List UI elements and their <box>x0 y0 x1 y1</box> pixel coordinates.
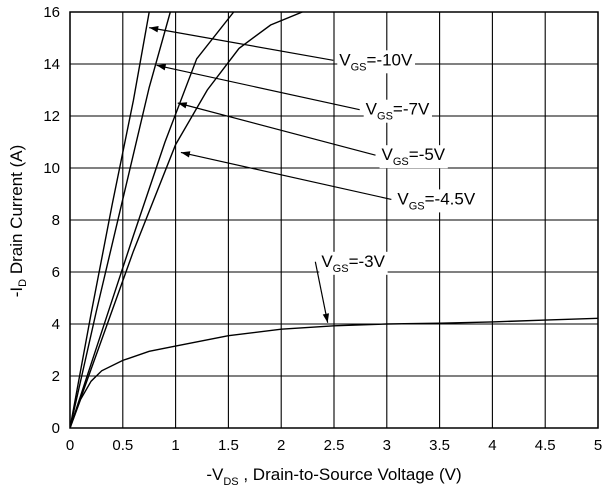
series-label-arrowhead-0 <box>149 26 159 33</box>
series-line-3 <box>70 12 303 428</box>
series-label-bg-4 <box>319 251 388 275</box>
x-axis-title-rest: , Drain-to-Source Voltage (V) <box>239 465 462 484</box>
series-label-1: VGS=-7V <box>366 100 430 123</box>
x-tick-label: 0.5 <box>112 437 133 454</box>
x-axis-title: -VDS , Drain-to-Source Voltage (V) <box>206 465 461 488</box>
x-tick-label: 5 <box>594 437 602 454</box>
series-label-leader-0 <box>149 27 334 61</box>
grid <box>69 11 599 429</box>
y-tick-label: 6 <box>52 264 60 281</box>
x-tick-label: 2 <box>277 437 285 454</box>
y-tick-label: 0 <box>52 420 60 437</box>
plot-frame <box>69 11 599 429</box>
series-label-leader-3 <box>180 151 392 200</box>
series-label-bg-1 <box>363 99 432 123</box>
y-tick-label: 8 <box>52 212 60 229</box>
y-tick-label: 14 <box>43 56 60 73</box>
series-label-bg-0 <box>337 50 416 74</box>
series-label-arrowhead-4 <box>322 313 330 323</box>
x-tick-label: 4 <box>488 437 496 454</box>
x-tick-label: 0 <box>66 437 74 454</box>
x-tick-label: 4.5 <box>535 437 556 454</box>
series-label-0: VGS=-10V <box>339 50 413 73</box>
series-label-4: VGS=-3V <box>321 252 385 275</box>
tick-labels: 0 0.5 1 1.5 2 2.5 3 3.5 4 4.5 5 0 2 4 6 8 10 12 14 16 <box>43 4 602 454</box>
x-tick-label: 1 <box>171 437 179 454</box>
y-tick-label: 2 <box>52 368 60 385</box>
x-tick-label: 3.5 <box>429 437 450 454</box>
series-label-arrowhead-2 <box>177 102 188 109</box>
x-tick-label: 2.5 <box>324 437 345 454</box>
series-label-3: VGS=-4.5V <box>397 189 475 212</box>
y-tick-label: 10 <box>43 160 60 177</box>
series-label-leader-1 <box>156 64 360 111</box>
y-axis-title-rest: Drain Current (A) <box>7 145 26 279</box>
y-axis-title-sub: D <box>17 279 29 287</box>
series-line-1 <box>70 12 171 428</box>
series-label-bg-3 <box>395 189 478 213</box>
series-line-4 <box>70 317 598 428</box>
series-line-2 <box>70 12 235 428</box>
y-tick-label: 16 <box>43 4 60 21</box>
series-label-arrowhead-1 <box>156 64 167 71</box>
series-label-arrowhead-3 <box>180 151 191 158</box>
y-tick-label: 12 <box>43 108 60 125</box>
y-axis-title-prefix: -I <box>7 287 26 297</box>
series-line-0 <box>70 12 150 428</box>
curves <box>70 12 598 428</box>
x-axis-title-sub: DS <box>223 476 238 488</box>
series-label-leader-2 <box>177 102 376 156</box>
annotations: VGS=-10V VGS=-7V VGS=-5V VGS=-4.5V VGS=-3V <box>149 26 478 323</box>
x-axis-title-prefix: -V <box>206 465 224 484</box>
series-label-leader-4 <box>314 261 329 323</box>
series-label-bg-2 <box>379 145 448 169</box>
series-label-2: VGS=-5V <box>382 145 446 168</box>
y-axis-title: -ID Drain Current (A) <box>7 145 29 297</box>
x-tick-label: 1.5 <box>218 437 239 454</box>
y-tick-label: 4 <box>52 316 60 333</box>
x-tick-label: 3 <box>383 437 391 454</box>
